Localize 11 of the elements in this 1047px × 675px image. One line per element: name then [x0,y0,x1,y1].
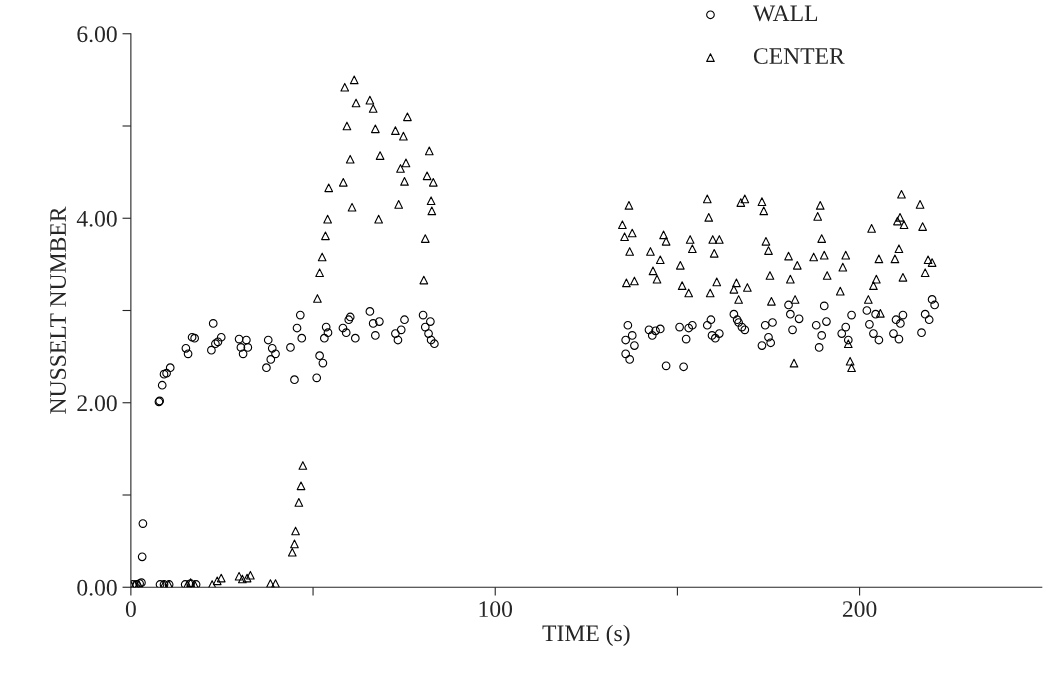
y-tick-label: 2.00 [77,395,117,412]
x-tick-label: 200 [842,601,877,618]
y-tick-label: 6.00 [77,26,117,43]
y-tick-label: 0.00 [77,579,117,596]
x-tick-label: 0 [125,601,136,618]
legend-label: WALL [752,5,818,22]
y-axis-title: NUSSELT NUMBER [50,206,67,414]
x-tick-label: 100 [479,601,513,618]
y-tick-label: 4.00 [76,210,117,227]
legend-label: CENTER [753,48,845,65]
x-axis-title: TIME (s) [542,624,630,647]
